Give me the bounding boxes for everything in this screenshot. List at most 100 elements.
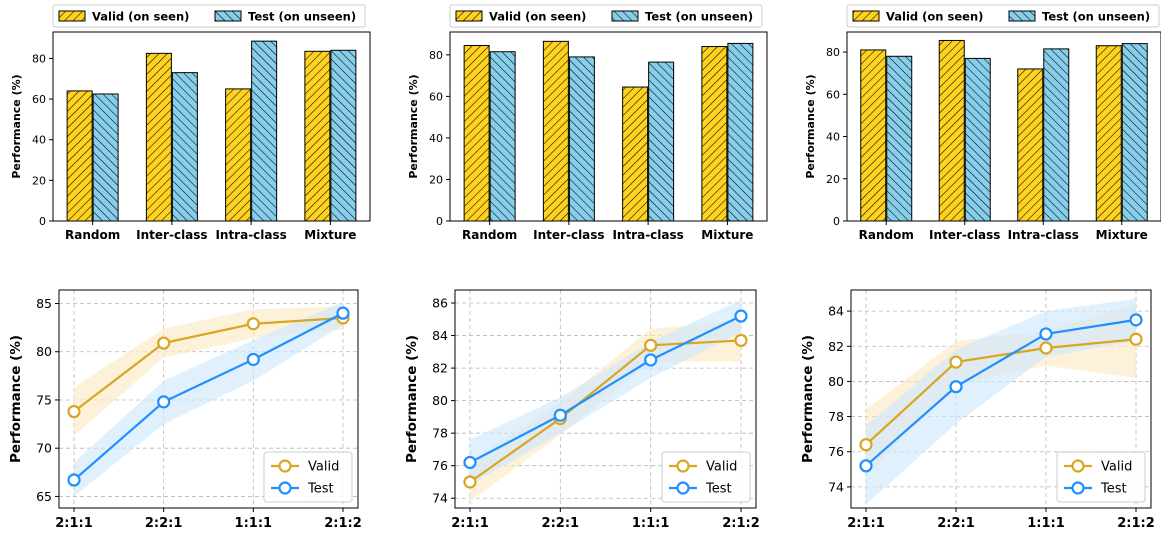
legend-swatch-test: [1008, 10, 1036, 22]
legend-swatch-valid: [852, 10, 880, 22]
x-tick-label: 1:1:1: [1027, 516, 1065, 531]
x-tick-label: 2:1:2: [1117, 516, 1155, 531]
y-tick-label: 76: [432, 458, 448, 473]
y-tick-label: 80: [36, 344, 52, 359]
x-tick-label: Mixture: [701, 228, 753, 242]
data-point-valid: [1129, 332, 1143, 346]
data-point-valid: [734, 333, 748, 348]
x-tick-label: 2:1:2: [722, 516, 760, 531]
confidence-band-test: [470, 299, 741, 486]
y-tick-label: 85: [36, 296, 52, 311]
bar-test: [568, 56, 595, 222]
bar-valid: [542, 40, 569, 222]
legend-label-valid: Valid: [1101, 460, 1132, 475]
data-point-valid: [859, 438, 873, 452]
y-tick-label: 74: [432, 491, 448, 506]
legend-marker-valid: [676, 459, 690, 473]
plot-frame: [846, 31, 1161, 222]
data-point-test: [246, 352, 260, 367]
plot-frame: [52, 31, 371, 222]
legend-label-valid: Valid (on seen): [489, 10, 586, 24]
y-tick-label: 86: [432, 296, 448, 311]
x-tick-label: 2:1:1: [55, 516, 93, 531]
y-axis-label: Performance (%): [10, 74, 23, 178]
bar-valid: [1017, 68, 1044, 222]
y-tick-label: 65: [36, 489, 52, 504]
bar-valid: [860, 49, 887, 222]
plot-frame: [850, 289, 1152, 509]
data-point-valid: [949, 355, 963, 369]
y-axis-label: Performance (%): [800, 335, 816, 463]
legend-label-valid: Valid: [706, 460, 737, 475]
y-tick-label: 40: [32, 134, 46, 147]
y-axis-label: Performance (%): [804, 74, 817, 178]
x-tick-label: Inter-class: [533, 228, 604, 242]
bar-valid: [938, 39, 965, 222]
data-point-test: [553, 408, 567, 422]
legend-label-test: Test (on unseen): [248, 10, 356, 24]
x-tick-label: Intra-class: [215, 228, 286, 242]
y-tick-label: 40: [429, 132, 443, 145]
series-line-test: [73, 312, 344, 481]
x-tick-label: 2:2:1: [937, 516, 975, 531]
bar-test: [171, 72, 198, 222]
data-point-test: [67, 473, 81, 487]
data-point-valid: [246, 317, 260, 331]
x-tick-label: Mixture: [1096, 228, 1148, 242]
x-tick-label: Mixture: [304, 228, 356, 242]
data-point-test: [157, 395, 171, 409]
bar-valid: [701, 46, 728, 222]
legend-frame: [449, 4, 763, 28]
y-tick-label: 60: [826, 88, 840, 101]
bar-test: [1121, 43, 1148, 222]
y-tick-label: 0: [436, 215, 443, 228]
plot-frame: [454, 289, 757, 509]
y-tick-label: 74: [828, 479, 844, 494]
data-point-test: [336, 306, 350, 320]
series-line-valid: [865, 338, 1137, 446]
y-tick-label: 20: [32, 174, 46, 187]
bar-valid: [1095, 45, 1122, 222]
confidence-band-test: [866, 298, 1136, 505]
data-point-valid: [1039, 341, 1053, 355]
plot-frame: [449, 31, 768, 222]
y-tick-label: 76: [828, 444, 844, 459]
legend: Valid Test: [661, 451, 751, 503]
y-tick-label: 60: [429, 90, 443, 103]
y-axis-label: Performance (%): [407, 74, 420, 178]
line-chart-3: 74 76 78 80 82 84 2:1:1 2:2:1 1:1:1 2:1:2 Performa…: [800, 289, 1155, 531]
data-point-valid: [644, 338, 658, 352]
data-point-test: [734, 309, 748, 323]
series-line-valid: [469, 339, 742, 483]
series-line-valid: [73, 316, 344, 413]
legend-swatch-test: [611, 10, 639, 22]
data-point-test: [1129, 313, 1143, 327]
x-tick-label: 1:1:1: [632, 516, 670, 531]
plot-frame: [58, 289, 359, 509]
x-tick-label: Intra-class: [612, 228, 683, 242]
x-tick-label: Inter-class: [136, 228, 207, 242]
bar-test: [886, 55, 913, 222]
legend-label-test: Test: [1100, 482, 1127, 497]
data-point-test: [644, 353, 658, 367]
data-point-test: [949, 380, 963, 394]
y-tick-label: 20: [826, 173, 840, 186]
y-tick-label: 84: [432, 328, 448, 343]
series-line-test: [865, 318, 1137, 467]
x-tick-label: 2:1:1: [847, 516, 885, 531]
legend-marker-test: [278, 481, 292, 495]
bar-valid: [145, 52, 172, 222]
data-point-valid: [463, 475, 477, 489]
legend-label-test: Test (on unseen): [1042, 10, 1150, 24]
y-tick-label: 78: [828, 409, 844, 424]
y-tick-label: 80: [828, 374, 844, 389]
x-tick-label: 2:1:2: [324, 516, 362, 531]
legend-marker-valid: [1071, 459, 1085, 473]
bar-test: [489, 51, 516, 222]
y-tick-label: 80: [32, 52, 46, 65]
data-point-valid: [157, 336, 171, 350]
x-tick-label: Random: [65, 228, 120, 242]
bar-test: [648, 61, 675, 222]
legend-frame: [52, 4, 366, 28]
bar-chart-2: 0 20 40 60 80 Performance (%) Random Inter-clas…: [407, 4, 768, 242]
